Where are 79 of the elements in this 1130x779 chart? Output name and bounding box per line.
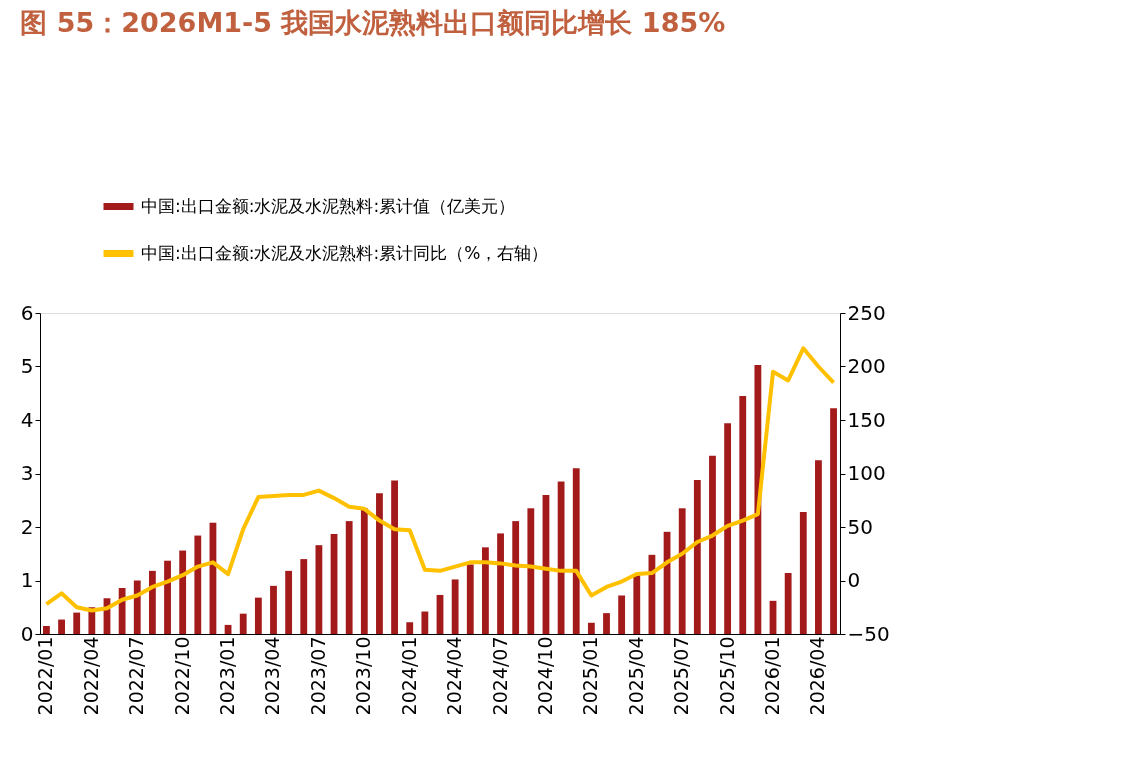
x-tick-label: 2025/04 — [624, 636, 647, 716]
legend-label: 中国:出口金额:水泥及水泥熟料:累计同比（%，右轴） — [141, 242, 549, 263]
y-tick-label: 3 — [20, 461, 34, 485]
bar — [527, 508, 535, 634]
bar — [179, 550, 187, 634]
x-tick-label: 2024/07 — [488, 636, 511, 716]
bar — [482, 547, 489, 634]
legend-label: 中国:出口金额:水泥及水泥熟料:累计值（亿美元） — [141, 195, 516, 216]
bar — [118, 587, 126, 634]
bar — [148, 570, 156, 634]
chart-title: 图 55：2026M1-5 我国水泥熟料出口额同比增长 185% — [20, 7, 726, 38]
bar — [451, 579, 459, 634]
y-tick-label: 5 — [20, 354, 34, 378]
bar — [360, 508, 368, 634]
bar — [58, 619, 65, 634]
bar — [572, 468, 580, 634]
bar — [799, 512, 807, 634]
bar — [391, 480, 398, 634]
y-tick-label: 1 — [20, 568, 34, 592]
y2-tick-label: −50 — [847, 621, 890, 646]
y2-tick-label: 200 — [847, 354, 886, 378]
bar — [73, 612, 81, 634]
x-tick-label: 2023/10 — [352, 636, 375, 716]
bar — [754, 364, 762, 634]
y2-tick-label: 0 — [847, 568, 861, 592]
bar — [830, 408, 837, 634]
bar — [254, 597, 262, 634]
bar — [133, 580, 141, 634]
x-tick-label: 2022/10 — [170, 636, 193, 716]
bar — [497, 533, 504, 634]
x-tick-label: 2026/01 — [761, 636, 784, 716]
y-tick-label: 6 — [20, 300, 34, 325]
bar — [376, 493, 383, 634]
x-tick-label: 2023/07 — [306, 636, 329, 716]
y2-tick-label: 150 — [847, 407, 886, 432]
x-tick-label: 2025/10 — [715, 636, 738, 716]
bar — [739, 395, 747, 634]
y2-tick-label: 50 — [847, 514, 873, 539]
bar — [43, 625, 50, 634]
y-tick-label: 0 — [20, 621, 34, 646]
bar — [406, 622, 414, 634]
bar — [466, 564, 474, 634]
x-tick-label: 2024/10 — [533, 636, 556, 716]
bar — [587, 622, 595, 634]
bar — [693, 479, 701, 634]
x-tick-label: 2023/04 — [261, 636, 284, 716]
bar — [724, 423, 732, 634]
y2-tick-label: 250 — [847, 300, 886, 325]
bar — [618, 595, 626, 634]
bar — [678, 508, 686, 634]
bar — [315, 545, 323, 634]
bar — [270, 585, 277, 634]
bar — [345, 521, 353, 634]
y-tick-label: 2 — [20, 514, 34, 539]
y-tick-label: 4 — [20, 407, 34, 432]
bar — [285, 570, 293, 634]
bar — [784, 573, 792, 634]
x-tick-label: 2022/01 — [34, 636, 57, 716]
bar — [815, 460, 822, 634]
bar — [300, 559, 308, 634]
x-tick-label: 2024/01 — [397, 636, 420, 716]
x-tick-label: 2022/04 — [79, 636, 102, 716]
bar — [512, 521, 520, 634]
x-tick-label: 2025/07 — [670, 636, 693, 716]
x-tick-label: 2024/04 — [443, 636, 466, 716]
bar — [633, 575, 641, 634]
line-series — [44, 346, 836, 613]
bar — [194, 535, 202, 634]
bar — [239, 613, 247, 634]
y2-tick-label: 100 — [847, 461, 886, 485]
x-tick-label: 2025/01 — [579, 636, 602, 716]
bar — [164, 560, 171, 634]
x-tick-label: 2023/01 — [216, 636, 239, 716]
x-tick-label: 2026/04 — [806, 636, 829, 716]
bar — [557, 481, 565, 634]
bar — [603, 613, 610, 634]
x-tick-label: 2022/07 — [125, 636, 148, 716]
bar — [421, 611, 429, 634]
bar — [709, 455, 716, 634]
